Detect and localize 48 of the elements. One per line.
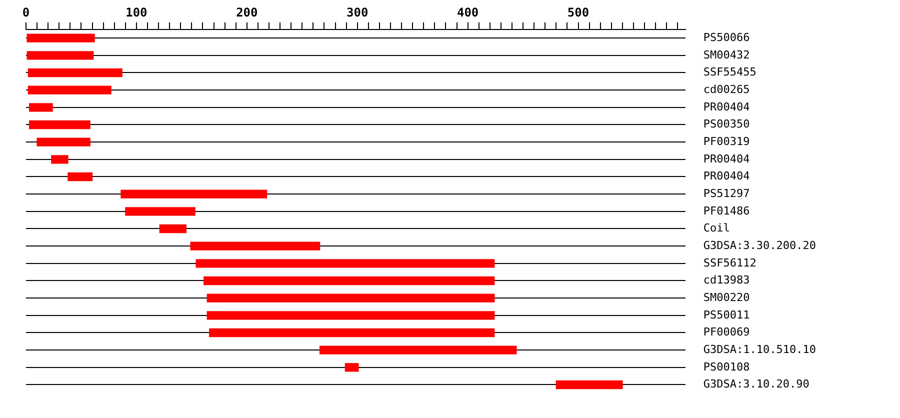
x-tick-label: 400 bbox=[456, 5, 479, 20]
bar bbox=[319, 346, 517, 354]
bar bbox=[556, 380, 623, 390]
y-tick-label: SM00432 bbox=[703, 48, 750, 62]
x-tick-label: 500 bbox=[567, 5, 590, 20]
bar bbox=[159, 224, 186, 234]
y-tick-label: PS00108 bbox=[703, 360, 750, 374]
y-tick-label: PS00350 bbox=[703, 118, 750, 131]
y-tick-label: Coil bbox=[703, 222, 730, 235]
bar bbox=[36, 138, 90, 146]
y-tick-label: cd13983 bbox=[703, 274, 750, 287]
bar bbox=[206, 311, 495, 320]
bar bbox=[190, 242, 320, 250]
y-tick-label: PF01486 bbox=[703, 204, 750, 218]
y-tick-label: PS50011 bbox=[703, 308, 750, 322]
bar bbox=[120, 190, 268, 198]
bar bbox=[344, 363, 359, 372]
y-tick-label: SSF56112 bbox=[703, 256, 756, 270]
bar bbox=[196, 259, 495, 268]
y-tick-label: PS50066 bbox=[703, 30, 750, 44]
bar bbox=[28, 86, 112, 94]
y-tick-label: SSF55455 bbox=[703, 66, 756, 79]
bar bbox=[28, 120, 90, 130]
y-tick-label: SM00220 bbox=[703, 290, 750, 304]
bar bbox=[28, 68, 122, 78]
y-tick-label: PF00069 bbox=[703, 326, 750, 339]
x-tick-label: 300 bbox=[346, 5, 368, 20]
y-tick-label: PR00404 bbox=[703, 152, 750, 166]
bar bbox=[28, 103, 53, 112]
y-tick-label: G3DSA:3.30.200.20 bbox=[703, 238, 816, 252]
y-tick-label: PS51297 bbox=[703, 186, 750, 200]
x-tick-label: 200 bbox=[236, 5, 258, 20]
y-tick-label: PR00404 bbox=[703, 170, 750, 183]
bar bbox=[51, 155, 68, 164]
bar bbox=[204, 276, 495, 286]
y-tick-label: cd00265 bbox=[703, 82, 750, 96]
y-tick-label: G3DSA:1.10.510.10 bbox=[703, 342, 816, 356]
y-tick-label: G3DSA:3.10.20.90 bbox=[703, 378, 810, 391]
bar bbox=[26, 51, 94, 60]
bar bbox=[206, 294, 495, 302]
bar bbox=[125, 207, 196, 216]
x-tick-label: 0 bbox=[22, 5, 30, 20]
y-tick-label: PR00404 bbox=[703, 100, 750, 114]
bar bbox=[26, 34, 95, 42]
x-tick-label: 100 bbox=[126, 5, 148, 20]
bar bbox=[68, 172, 93, 182]
y-tick-label: PF00319 bbox=[703, 134, 750, 148]
bar bbox=[209, 328, 495, 338]
